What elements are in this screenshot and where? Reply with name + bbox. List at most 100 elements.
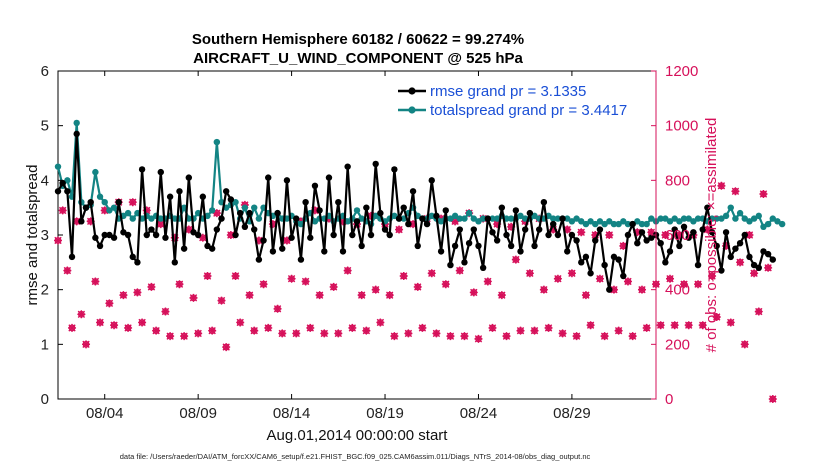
rmse-point xyxy=(582,253,590,261)
legend: rmse grand pr = 3.1335 totalspread grand… xyxy=(398,83,627,119)
obs-assimilated-point xyxy=(717,181,726,190)
rmse-point xyxy=(269,248,277,255)
rmse-point xyxy=(180,245,188,252)
obs-assimilated-point xyxy=(586,321,595,330)
rmse-point xyxy=(321,248,328,255)
totalspread-point xyxy=(353,207,361,214)
obs-assimilated-point xyxy=(124,323,133,332)
rmse-point xyxy=(110,234,118,241)
rmse-point xyxy=(106,231,113,239)
rmse-point xyxy=(246,209,253,217)
totalspread-point xyxy=(465,209,473,217)
totalspread-point xyxy=(489,215,496,222)
totalspread-point xyxy=(778,220,786,228)
obs-assimilated-point xyxy=(329,282,338,291)
rmse-point xyxy=(78,218,85,225)
legend-totalspread-marker xyxy=(408,106,416,114)
rmse-point xyxy=(498,204,506,211)
rmse-point xyxy=(283,177,291,184)
obs-assimilated-point xyxy=(54,236,62,245)
obs-assimilated-point xyxy=(152,326,161,335)
rmse-point xyxy=(166,193,174,200)
rmse-point xyxy=(521,226,529,233)
obs-assimilated-point xyxy=(553,274,562,283)
rmse-point xyxy=(479,264,487,271)
obs-assimilated-point xyxy=(268,220,277,229)
obs-assimilated-point xyxy=(156,220,165,229)
obs-assimilated-point xyxy=(623,277,632,286)
obs-assimilated-point xyxy=(119,291,128,300)
obs-assimilated-point xyxy=(619,241,628,250)
obs-assimilated-point xyxy=(198,233,207,242)
obs-assimilated-point xyxy=(142,206,151,215)
obs-assimilated-point xyxy=(371,285,380,294)
obs-assimilated-point xyxy=(474,334,483,343)
rmse-point xyxy=(732,245,739,252)
obs-assimilated-point xyxy=(409,220,418,229)
obs-assimilated-point xyxy=(726,318,735,327)
obs-assimilated-point xyxy=(441,280,450,289)
rmse-point xyxy=(414,242,421,250)
obs-assimilated-point xyxy=(614,326,623,335)
obs-assimilated-point xyxy=(731,187,740,196)
y-tick-label-right: 400 xyxy=(665,282,690,299)
totalspread-point xyxy=(255,215,263,222)
rmse-point xyxy=(736,240,744,247)
totalspread-point xyxy=(592,220,599,228)
rmse-point xyxy=(148,226,155,233)
obs-assimilated-point xyxy=(684,321,693,330)
obs-assimilated-point xyxy=(680,280,689,289)
rmse-point xyxy=(624,231,632,239)
rmse-point xyxy=(199,193,207,200)
rmse-point xyxy=(176,188,183,195)
y-tick-label-right: 800 xyxy=(665,172,690,189)
obs-assimilated-point xyxy=(488,323,497,332)
totalspread-point xyxy=(657,215,664,222)
totalspread-point xyxy=(568,218,576,225)
rmse-point xyxy=(638,229,646,236)
totalspread-point xyxy=(493,215,501,222)
obs-assimilated-point xyxy=(595,274,604,283)
rmse-point xyxy=(59,179,66,187)
totalspread-point xyxy=(764,220,772,228)
totalspread-point xyxy=(648,215,655,222)
rmse-point xyxy=(456,226,463,233)
y-tick-label-left: 6 xyxy=(41,63,49,80)
obs-assimilated-point xyxy=(184,225,193,234)
x-axis-label: Aug.01,2014 00:00:00 start xyxy=(267,427,449,444)
rmse-point xyxy=(465,240,473,247)
x-tick-label: 08/29 xyxy=(553,405,591,422)
rmse-point xyxy=(372,160,379,168)
rmse-point xyxy=(657,240,664,247)
totalspread-point xyxy=(437,218,445,225)
rmse-point xyxy=(451,242,459,250)
rmse-point xyxy=(349,231,356,239)
rmse-point xyxy=(676,242,683,250)
rmse-point xyxy=(568,231,576,239)
totalspread-point xyxy=(372,212,379,220)
obs-assimilated-point xyxy=(661,231,670,239)
obs-assimilated-point xyxy=(203,272,212,280)
totalspread-point xyxy=(727,204,734,211)
y-tick-label-right: 1000 xyxy=(665,118,698,135)
x-tick-label: 08/04 xyxy=(86,405,124,422)
obs-assimilated-point xyxy=(82,340,91,349)
totalspread-point xyxy=(64,177,71,184)
rmse-point xyxy=(536,226,543,233)
rmse-point xyxy=(746,253,753,261)
chart-title: Southern Hemisphere 60182 / 60622 = 99.2… xyxy=(192,31,524,48)
rmse-point xyxy=(68,253,76,261)
rmse-point xyxy=(489,229,496,236)
obs-assimilated-point xyxy=(764,263,773,272)
obs-assimilated-point xyxy=(217,296,226,305)
totalspread-point xyxy=(760,223,767,230)
obs-assimilated-point xyxy=(236,318,245,327)
obs-assimilated-point xyxy=(208,326,217,335)
totalspread-point xyxy=(208,207,216,214)
obs-assimilated-point xyxy=(138,318,147,327)
obs-assimilated-point xyxy=(72,217,81,226)
totalspread-point xyxy=(755,212,762,220)
rmse-point xyxy=(587,270,594,277)
rmse-point xyxy=(405,220,412,228)
